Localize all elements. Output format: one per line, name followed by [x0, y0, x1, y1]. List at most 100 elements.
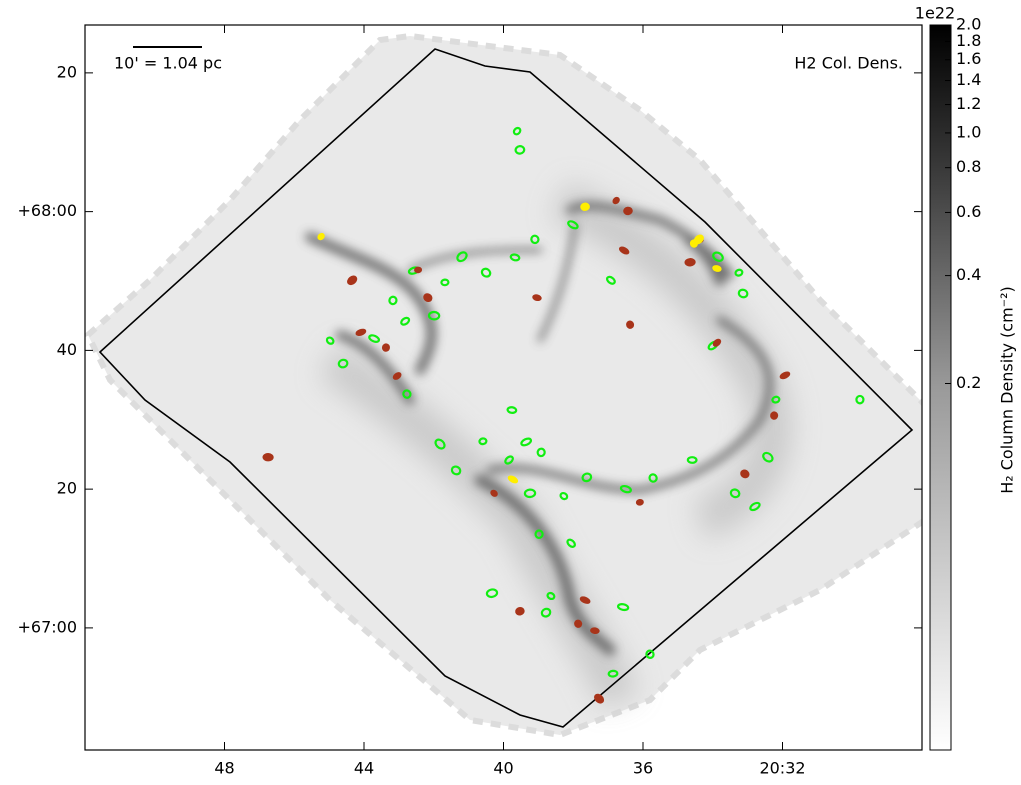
source: [734, 268, 744, 277]
colorbar: [929, 24, 952, 751]
source: [623, 206, 633, 216]
source: [325, 336, 335, 345]
source: [855, 394, 865, 405]
colorbar-tick-label: 1.2: [956, 94, 981, 113]
source: [770, 411, 779, 420]
source: [506, 406, 518, 414]
source: [684, 258, 696, 267]
source: [507, 475, 519, 484]
colorbar-label: H₂ Column Density (cm⁻²): [998, 286, 1017, 494]
source: [400, 316, 411, 326]
source: [590, 627, 600, 634]
source: [514, 145, 526, 155]
source: [749, 501, 761, 512]
source: [450, 465, 462, 476]
source: [423, 293, 433, 303]
source: [559, 491, 569, 501]
source: [337, 358, 349, 369]
source: [440, 278, 450, 287]
source: [381, 343, 390, 352]
source: [645, 649, 655, 659]
source: [504, 455, 514, 465]
y-tick-label: 20: [57, 62, 77, 81]
source: [456, 251, 468, 263]
source: [771, 395, 781, 404]
colorbar-multiplier: 1e22: [915, 4, 955, 23]
colorbar-tick-label: 2.0: [956, 15, 981, 34]
x-tick-label: 20:32: [759, 759, 805, 778]
y-tick-label: 20: [57, 479, 77, 498]
source: [509, 253, 521, 262]
source: [392, 372, 402, 380]
source: [712, 338, 722, 347]
source: [648, 473, 658, 483]
source: [434, 438, 446, 450]
colorbar-tick-label: 1.4: [956, 70, 981, 89]
y-tick-label: +68:00: [17, 201, 77, 220]
source: [779, 371, 791, 380]
source: [536, 447, 546, 458]
source: [485, 588, 499, 599]
source: [532, 294, 542, 302]
source: [566, 538, 576, 548]
source: [712, 251, 724, 262]
source: [762, 451, 774, 463]
source: [546, 591, 556, 601]
source: [523, 488, 537, 499]
source: [579, 596, 591, 604]
source: [388, 295, 398, 306]
cloud-image: [85, 32, 922, 739]
colorbar-tick-label: 1.8: [956, 31, 981, 50]
source: [262, 453, 274, 462]
source: [581, 472, 593, 483]
colorbar-tick-label: 0.6: [956, 202, 981, 221]
source: [317, 232, 325, 241]
colorbar-tick-label: 1.0: [956, 122, 981, 141]
source: [693, 234, 704, 245]
x-tick-label: 40: [493, 759, 513, 778]
source: [414, 266, 423, 274]
colorbar-tick-label: 0.8: [956, 157, 981, 176]
source: [368, 334, 381, 343]
source: [540, 607, 552, 618]
source: [712, 265, 722, 272]
source: [490, 489, 498, 497]
source: [729, 488, 741, 499]
source: [626, 320, 635, 329]
source: [515, 607, 525, 616]
x-tick-label: 44: [354, 759, 374, 778]
source: [427, 310, 441, 321]
source: [480, 267, 492, 278]
source: [619, 246, 630, 255]
source: [635, 499, 644, 506]
source: [520, 437, 533, 447]
map-title: H2 Col. Dens.: [794, 54, 903, 73]
source: [567, 220, 579, 230]
source: [478, 437, 488, 446]
source: [686, 456, 698, 464]
source: [355, 328, 367, 336]
source: [737, 288, 749, 299]
scale-label: 10' = 1.04 pc: [114, 54, 222, 73]
source: [347, 275, 358, 286]
source: [402, 389, 412, 399]
source: [512, 126, 522, 136]
x-tick-label: 36: [633, 759, 653, 778]
y-tick-label: +67:00: [17, 617, 77, 636]
source: [574, 619, 583, 628]
source: [594, 693, 605, 704]
source: [740, 469, 750, 479]
colorbar-tick-label: 1.6: [956, 49, 981, 68]
colorbar-tick-label: 0.2: [956, 373, 981, 392]
x-tick-label: 48: [214, 759, 234, 778]
source: [607, 669, 619, 678]
source: [534, 529, 544, 540]
source: [530, 234, 540, 245]
source: [605, 275, 616, 285]
colorbar-tick-label: 0.4: [956, 265, 981, 284]
source: [616, 603, 630, 612]
source: [580, 202, 590, 211]
y-tick-label: 40: [57, 340, 77, 359]
source: [619, 484, 632, 494]
